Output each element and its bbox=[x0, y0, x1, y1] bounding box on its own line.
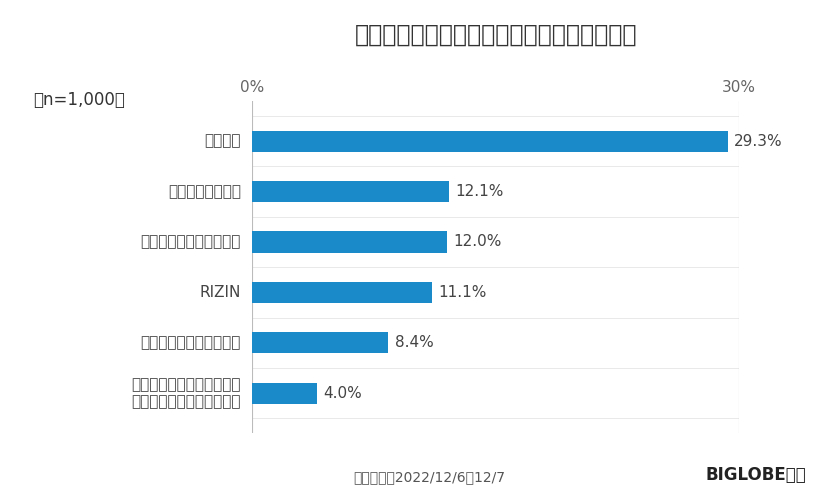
Bar bbox=[252, 383, 317, 404]
Text: 29.3%: 29.3% bbox=[734, 134, 783, 149]
Text: 年末年始に観戦したいスポーツ（複数回答）: 年末年始に観戦したいスポーツ（複数回答） bbox=[354, 23, 637, 47]
Text: 12.0%: 12.0% bbox=[454, 234, 501, 249]
Text: （n=1,000）: （n=1,000） bbox=[34, 91, 125, 109]
Text: 12.1%: 12.1% bbox=[455, 184, 503, 199]
Text: 4.0%: 4.0% bbox=[323, 386, 362, 401]
Text: BIGLOBE調べ: BIGLOBE調べ bbox=[706, 466, 806, 484]
Bar bbox=[252, 181, 449, 202]
Text: 8.4%: 8.4% bbox=[395, 335, 433, 350]
Text: 調査期間：2022/12/6〜12/7: 調査期間：2022/12/6〜12/7 bbox=[353, 470, 505, 484]
Bar bbox=[252, 332, 388, 353]
Bar bbox=[252, 231, 447, 253]
Bar bbox=[252, 131, 727, 152]
Text: 11.1%: 11.1% bbox=[438, 285, 487, 300]
Bar bbox=[252, 282, 433, 303]
